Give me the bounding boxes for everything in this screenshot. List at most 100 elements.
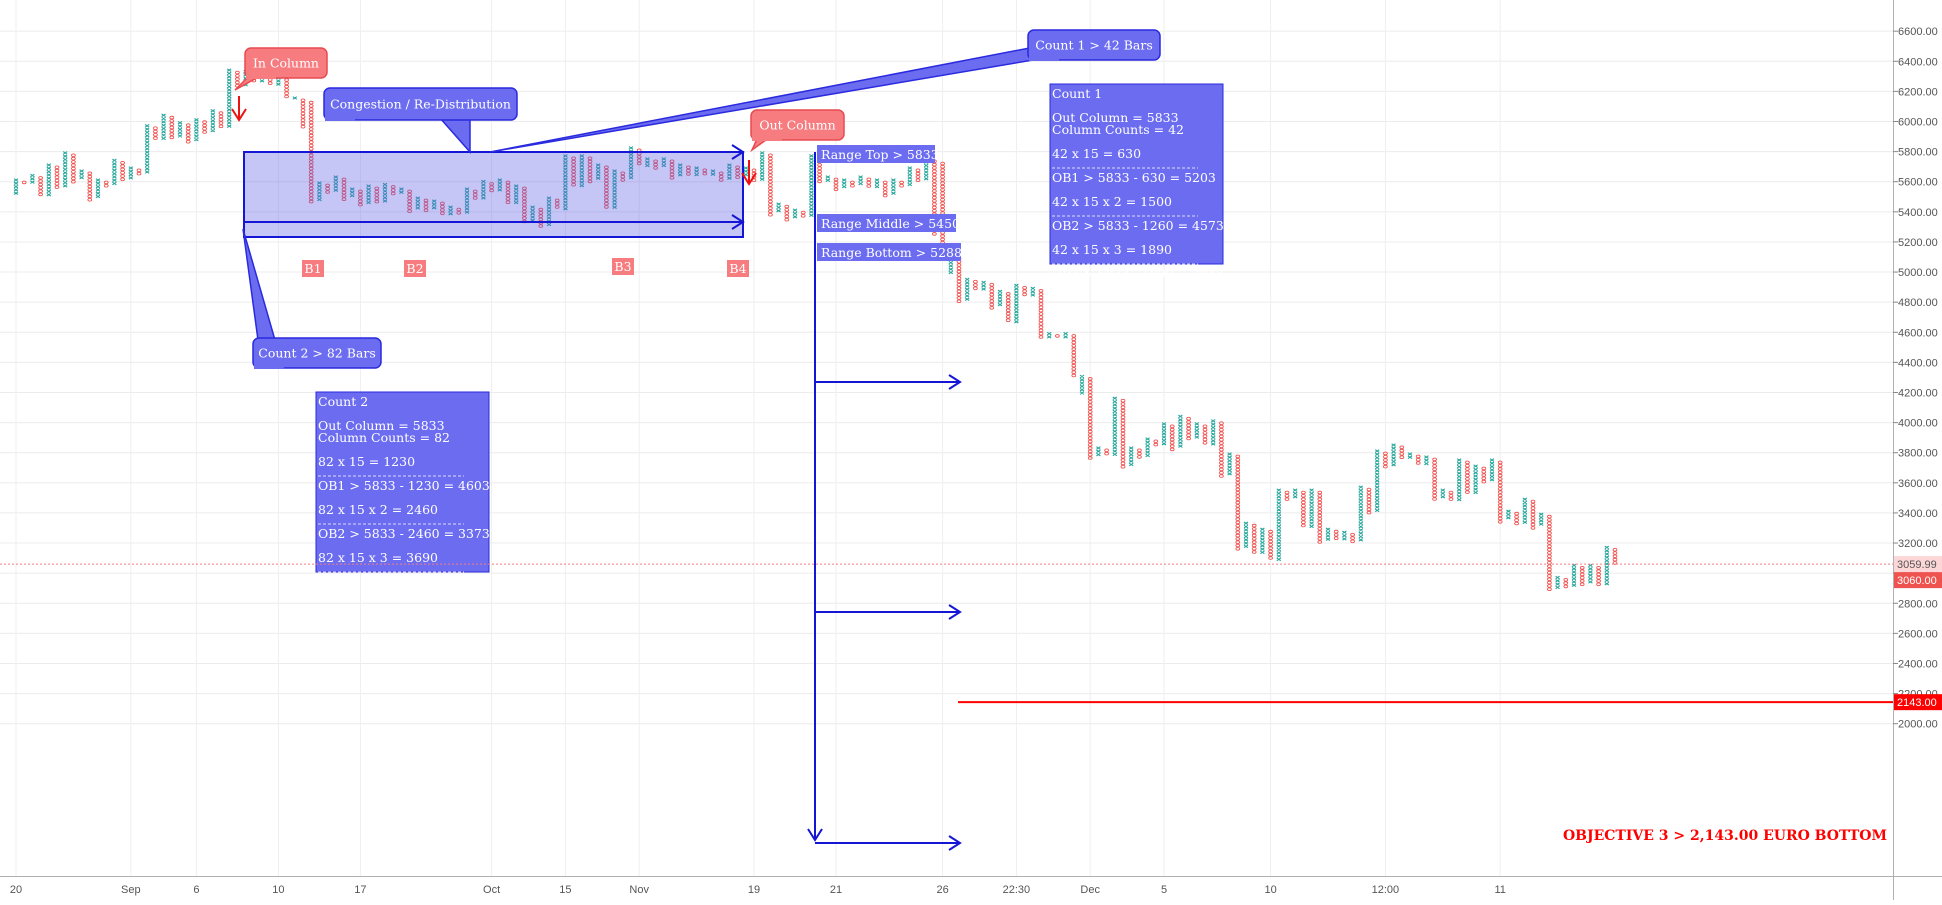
congestion-callout[interactable]: Congestion / Re-Distribution (323, 87, 518, 154)
count2-callout[interactable]: Count 2 > 82 Bars (242, 228, 382, 369)
pnf-x-column (1440, 488, 1446, 499)
pnf-x-column (563, 154, 568, 211)
count1-box-line: OB1 > 5833 - 630 = 5203 (1052, 170, 1216, 185)
label-b2[interactable]: B2 (404, 260, 426, 277)
pnf-o-column (735, 165, 740, 179)
pnf-x-column (612, 169, 617, 210)
projection-lines[interactable] (807, 152, 1893, 851)
price-tick-label: 2800.00 (1898, 598, 1938, 610)
price-tick-label: 5000.00 (1898, 267, 1938, 279)
pnf-x-column (891, 178, 896, 195)
label-b1[interactable]: B1 (302, 260, 324, 277)
last-price-badge: 3059.99 (1894, 556, 1942, 573)
pnf-o-column (358, 189, 363, 207)
count2-callout-label: Count 2 > 82 Bars (258, 346, 375, 361)
count1-box-line: 42 x 15 x 2 = 1500 (1052, 194, 1172, 209)
time-tick-label: 22:30 (1003, 884, 1031, 896)
label-range-middle[interactable]: Range Middle > 5450 (817, 214, 960, 232)
pnf-o-column (1383, 451, 1388, 469)
pnf-o-column (718, 171, 724, 182)
pnf-o-column (1366, 487, 1372, 515)
pnf-x-column (530, 205, 535, 223)
pnf-o-column (54, 165, 60, 189)
count1-callout-label: Count 1 > 42 Bars (1035, 38, 1152, 53)
pnf-o-column (1235, 454, 1241, 551)
time-tick-label: Oct (483, 884, 500, 896)
grid-lines (0, 0, 1893, 876)
pnf-o-column (169, 115, 175, 140)
pnf-o-column (989, 282, 995, 310)
pnf-o-column (768, 153, 773, 217)
pnf-x-column (1588, 563, 1593, 584)
congestion-range[interactable] (243, 144, 745, 238)
out-column-callout[interactable]: Out Column (750, 109, 845, 153)
pnf-o-column (1432, 457, 1437, 501)
pnf-x-column (1555, 575, 1560, 590)
pnf-o-column (1186, 416, 1191, 441)
pnf-o-column (702, 168, 708, 176)
label-b3[interactable]: B3 (612, 258, 634, 275)
count1-box-line: Count 1 (1052, 86, 1102, 101)
pnf-x-column (661, 157, 667, 168)
pnf-x-column (743, 166, 749, 177)
pnf-o-column (1547, 514, 1552, 592)
range-bottom-text: Range Bottom > 5288 (821, 245, 962, 260)
time-tick-label: 10 (272, 884, 284, 896)
label-range-top[interactable]: Range Top > 5833 (817, 145, 939, 163)
pnf-o-column (1301, 490, 1306, 528)
in-column-callout[interactable]: In Column (234, 47, 328, 91)
pnf-x-column (1473, 464, 1478, 495)
count1-callout[interactable]: Count 1 > 42 Bars (489, 29, 1161, 153)
time-tick-label: 12:00 (1372, 884, 1400, 896)
count1-box-line: Column Counts = 42 (1052, 122, 1184, 137)
pnf-o-column (341, 177, 347, 201)
price-tick-label: 3600.00 (1898, 478, 1938, 490)
pnf-x-column (694, 166, 699, 177)
pnf-o-column (850, 180, 855, 188)
count2-box-line: Column Counts = 82 (318, 430, 450, 445)
pnf-o-column (1465, 460, 1470, 494)
pnf-x-column (1063, 331, 1068, 339)
svg-text:3060.00: 3060.00 (1897, 575, 1937, 587)
time-tick-label: 26 (936, 884, 948, 896)
objective-label: OBJECTIVE 3 > 2,143.00 EURO BOTTOM (1563, 828, 1887, 844)
price-tick-label: 3200.00 (1898, 538, 1938, 550)
pnf-x-column (579, 154, 585, 188)
pnf-o-column (604, 165, 609, 209)
pnf-x-column (349, 187, 355, 198)
pnf-o-column (571, 156, 576, 187)
pnf-o-column (185, 123, 191, 144)
count2-box-line: 82 x 15 x 3 = 3690 (318, 550, 438, 565)
count2-box-line: OB1 > 5833 - 1230 = 4603 (318, 478, 490, 493)
pnf-x-column (144, 124, 150, 174)
pnf-o-column (1268, 529, 1273, 560)
pnf-x-column (30, 173, 35, 184)
pnf-o-column (1530, 499, 1536, 530)
pnf-x-column (1161, 422, 1167, 446)
pnf-o-column (87, 171, 93, 202)
time-axis[interactable]: 20 Sep 6 10 17 Oct 15 Nov 19 21 26 22:30 Dec 5 10 12:00… (0, 876, 1942, 897)
congestion-callout-label: Congestion / Re-Distribution (330, 97, 511, 112)
pnf-o-column (300, 98, 306, 129)
pnf-x-column (464, 187, 470, 214)
label-b4[interactable]: B4 (727, 260, 749, 277)
pnf-x-column (1112, 396, 1118, 457)
pnf-o-column (374, 186, 380, 204)
pnf-o-column (1481, 466, 1487, 484)
pnf-x-column (448, 205, 453, 216)
range-top-text: Range Top > 5833 (821, 147, 939, 162)
pnf-x-column (1522, 497, 1528, 525)
pnf-o-column (423, 198, 429, 213)
pnf-o-column (1153, 439, 1159, 447)
pnf-o-column (218, 111, 224, 129)
pnf-x-column (415, 196, 421, 210)
label-range-bottom[interactable]: Range Bottom > 5288 (817, 243, 962, 261)
pnf-x-column (46, 163, 52, 197)
pnf-x-column (825, 175, 831, 183)
count2-box-line: OB2 > 5833 - 2460 = 3373 (318, 526, 490, 541)
